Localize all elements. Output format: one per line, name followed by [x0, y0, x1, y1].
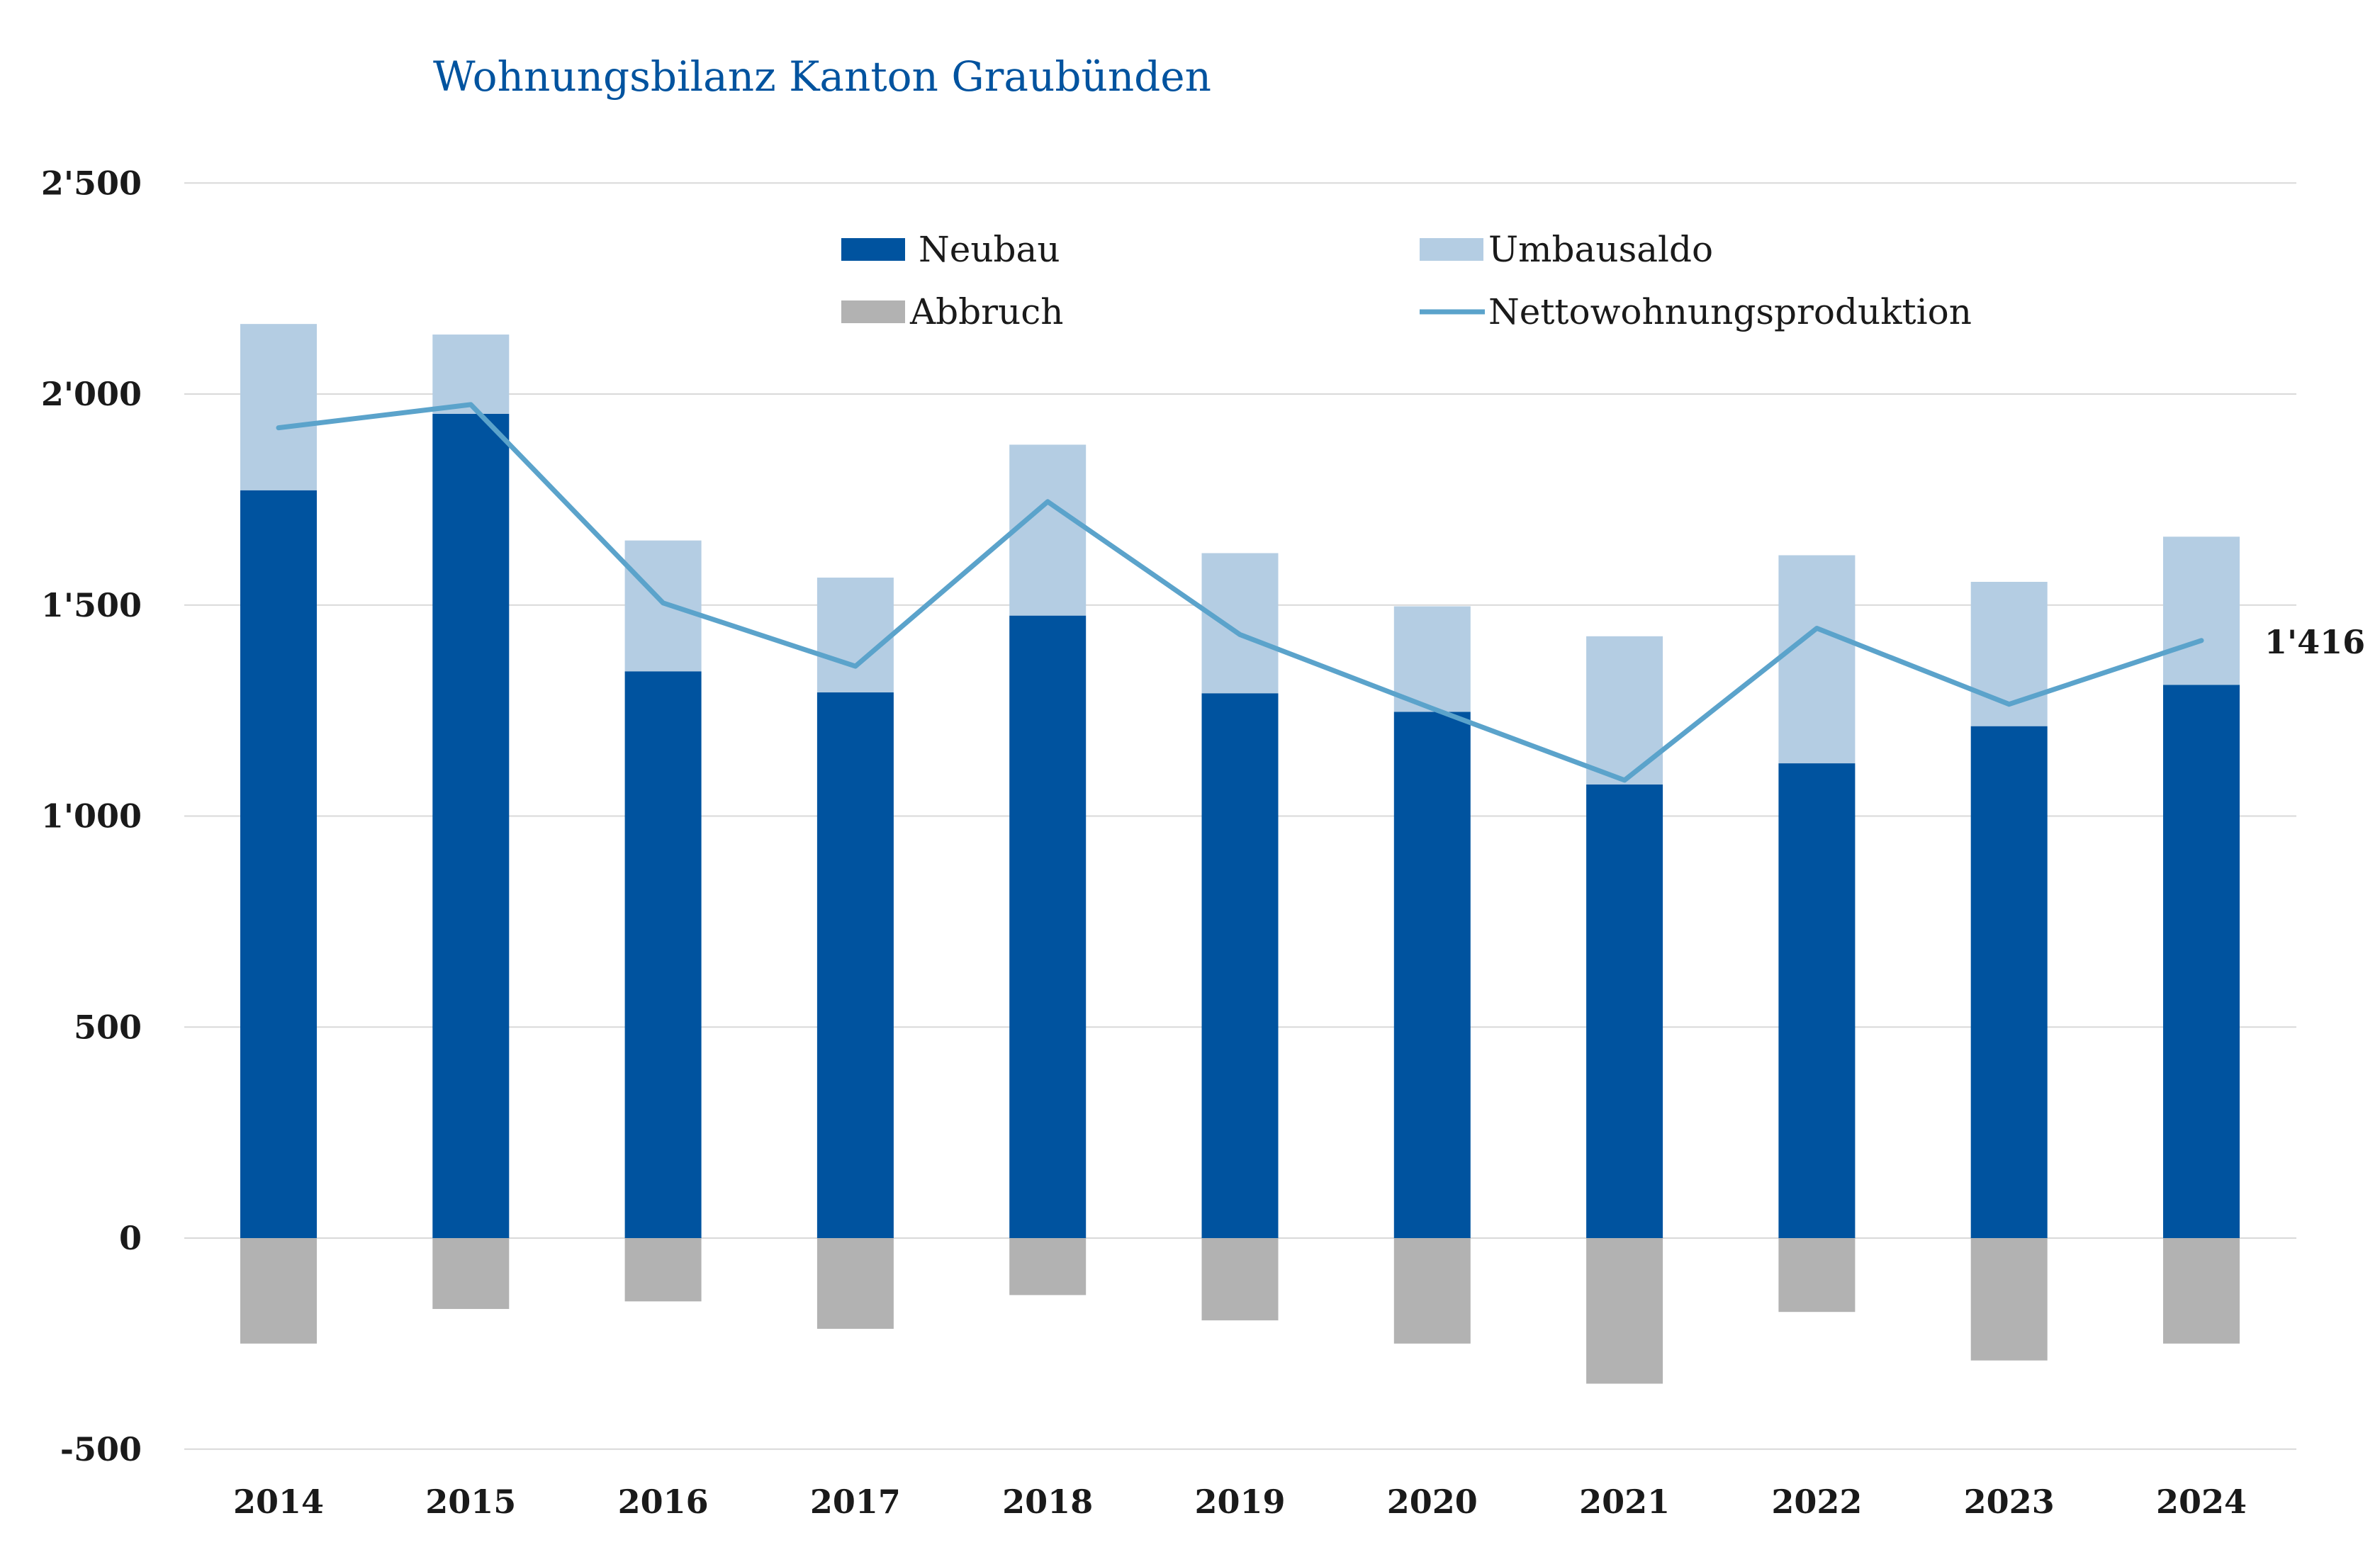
- x-tick-label: 2014: [233, 1483, 324, 1521]
- y-tick-label: 1'000: [41, 797, 142, 836]
- bar-abbruch: [1393, 1238, 1471, 1344]
- x-tick-label: 2017: [810, 1483, 901, 1521]
- y-tick-label: 0: [119, 1219, 142, 1257]
- legend-label: Neubau: [919, 229, 1060, 270]
- bar-abbruch: [1778, 1238, 1856, 1313]
- bar-abbruch: [240, 1238, 317, 1344]
- legend-swatch: [1420, 238, 1483, 261]
- x-tick-label: 2021: [1579, 1483, 1670, 1521]
- line-nettowohnungsproduktion: [276, 402, 2204, 783]
- y-tick-label: 2'500: [41, 164, 142, 202]
- y-tick-label: 1'500: [41, 586, 142, 624]
- bar-umbausaldo: [816, 578, 894, 693]
- x-tick-label: 2020: [1387, 1483, 1478, 1521]
- y-tick-label: 2'000: [41, 375, 142, 413]
- x-tick-label: 2024: [2156, 1483, 2247, 1521]
- bar-umbausaldo: [240, 324, 317, 490]
- y-axis-tick-labels: -500 0 500 1'000 1'500 2'000 2'500: [41, 164, 142, 1468]
- bar-abbruch: [816, 1238, 894, 1330]
- bar-neubau: [1201, 693, 1279, 1238]
- legend-swatch: [841, 300, 905, 323]
- bar-umbausaldo: [2163, 536, 2240, 685]
- legend-item: Abbruch: [841, 291, 1063, 332]
- x-tick-label: 2016: [618, 1483, 709, 1521]
- bar-umbausaldo: [1586, 636, 1663, 785]
- bar-abbruch: [1586, 1238, 1663, 1384]
- bar-neubau: [1586, 784, 1663, 1238]
- legend-label: Umbausaldo: [1488, 229, 1713, 270]
- bar-neubau: [1970, 726, 2048, 1238]
- legend-item: Neubau: [841, 229, 1060, 270]
- bar-umbausaldo: [1201, 553, 1279, 694]
- x-tick-label: 2015: [425, 1483, 516, 1521]
- x-axis-tick-labels: 2014 2015 2016 2017 2018 2019 2020 2021 2022 2023…: [233, 1483, 2247, 1521]
- bar-abbruch: [1970, 1238, 2048, 1361]
- x-tick-label: 2019: [1194, 1483, 1285, 1521]
- y-tick-label: -500: [60, 1430, 142, 1468]
- legend-label: Abbruch: [909, 291, 1063, 332]
- bar-neubau: [1393, 712, 1471, 1238]
- bar-abbruch: [2163, 1238, 2240, 1344]
- bars: [240, 324, 2240, 1384]
- bar-umbausaldo: [432, 335, 510, 414]
- bar-umbausaldo: [1009, 444, 1087, 616]
- bar-neubau: [624, 671, 702, 1238]
- x-tick-label: 2018: [1002, 1483, 1093, 1521]
- bar-abbruch: [432, 1238, 510, 1310]
- bar-neubau: [1009, 615, 1087, 1238]
- bar-umbausaldo: [1778, 555, 1856, 764]
- bar-neubau: [2163, 685, 2240, 1238]
- legend: Neubau Umbausaldo Abbruch Nettowohnungsprod…: [841, 229, 1972, 332]
- bar-neubau: [816, 692, 894, 1238]
- bar-neubau: [432, 413, 510, 1238]
- bar-abbruch: [1009, 1238, 1087, 1295]
- legend-item: Umbausaldo: [1420, 229, 1713, 270]
- legend-item: Nettowohnungsproduktion: [1420, 291, 1972, 332]
- chart-title: Wohnungsbilanz Kanton Graubünden: [433, 52, 1211, 101]
- bar-umbausaldo: [624, 540, 702, 672]
- legend-label: Nettowohnungsproduktion: [1488, 291, 1972, 332]
- x-tick-label: 2022: [1771, 1483, 1862, 1521]
- end-value-label: 1'416: [2264, 623, 2365, 661]
- y-tick-label: 500: [74, 1008, 142, 1046]
- line-series: [276, 402, 2204, 783]
- x-tick-label: 2023: [1964, 1483, 2055, 1521]
- bar-umbausaldo: [1393, 606, 1471, 712]
- legend-swatch: [841, 238, 905, 261]
- bar-neubau: [240, 490, 317, 1239]
- bar-abbruch: [1201, 1238, 1279, 1321]
- bar-neubau: [1778, 763, 1856, 1238]
- bar-abbruch: [624, 1238, 702, 1302]
